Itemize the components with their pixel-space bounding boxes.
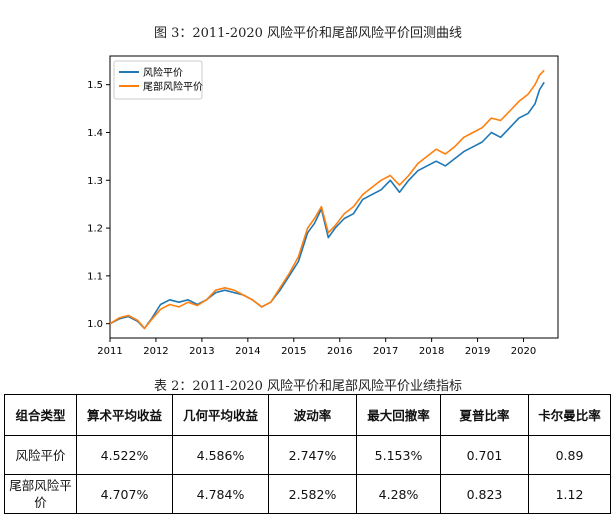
header-cell: 最大回撤率 <box>356 394 441 436</box>
table-cell: 2.747% <box>268 435 357 475</box>
table-title: 表 2：2011-2020 风险平价和尾部风险平价业绩指标 <box>153 379 463 394</box>
chart-svg: 1.01.11.21.31.41.5 2011 2012 2013 2014 2015 2… <box>87 55 559 357</box>
table-cell: 4.28% <box>356 474 441 514</box>
x-tick-label: 2020 <box>511 346 536 357</box>
line-chart: 1.0 1.1 1.2 1.3 1.4 1.5 2011 2012 2013 2014 2015 2… <box>70 48 570 366</box>
table-cell: 2.582% <box>268 474 357 514</box>
header-cell: 几何平均收益 <box>172 394 269 436</box>
x-tick-label: 2015 <box>281 346 306 357</box>
y-tick-label: 1.3 <box>87 176 103 187</box>
table-row: 尾部风险平价 4.707% 4.784% 2.582% 4.28% 0.823 … <box>4 474 611 514</box>
table-header-row: 组合类型 算术平均收益 几何平均收益 波动率 最大回撤率 夏普比率 卡尔曼比率 <box>4 394 611 436</box>
table-cell: 4.707% <box>76 474 173 514</box>
header-cell: 组合类型 <box>4 394 77 436</box>
x-tick-label: 2018 <box>419 346 444 357</box>
legend-label: 尾部风险平价 <box>143 80 203 93</box>
x-tick-label: 2017 <box>373 346 398 357</box>
table-cell: 1.12 <box>528 474 611 514</box>
header-cell: 算术平均收益 <box>76 394 173 436</box>
legend-label: 风险平价 <box>143 66 183 79</box>
x-tick-label: 2019 <box>465 346 490 357</box>
figure-title: 图 3：2011-2020 风险平价和尾部风险平价回测曲线 <box>153 26 463 41</box>
x-tick-label: 2012 <box>143 346 168 357</box>
table-cell: 0.701 <box>440 435 529 475</box>
header-cell: 夏普比率 <box>440 394 529 436</box>
y-tick-label: 1.5 <box>87 80 103 91</box>
metrics-table: 组合类型 算术平均收益 几何平均收益 波动率 最大回撤率 夏普比率 卡尔曼比率 … <box>4 394 611 514</box>
x-tick-label: 2011 <box>97 346 122 357</box>
x-tick-label: 2014 <box>235 346 260 357</box>
header-cell: 卡尔曼比率 <box>528 394 611 436</box>
table-cell: 0.823 <box>440 474 529 514</box>
table-cell: 4.784% <box>172 474 269 514</box>
x-tick-label: 2013 <box>189 346 214 357</box>
table-cell: 5.153% <box>356 435 441 475</box>
y-axis: 1.0 1.1 1.2 1.3 1.4 1.5 <box>87 80 110 330</box>
header-cell: 波动率 <box>268 394 357 436</box>
series-line-1 <box>109 69 545 330</box>
table-row: 风险平价 4.522% 4.586% 2.747% 5.153% 0.701 0… <box>4 435 611 475</box>
legend-box <box>113 60 203 100</box>
y-tick-label: 1.4 <box>87 128 103 139</box>
table-cell: 4.522% <box>76 435 173 475</box>
table-cell: 0.89 <box>528 435 611 475</box>
series-group <box>109 69 545 330</box>
x-tick-label: 2016 <box>327 346 352 357</box>
series-line-0 <box>109 81 545 330</box>
row-label: 尾部风险平价 <box>4 474 77 514</box>
table-cell: 4.586% <box>172 435 269 475</box>
y-tick-label: 1.2 <box>87 224 103 235</box>
row-label: 风险平价 <box>4 435 77 475</box>
y-tick-label: 1.1 <box>87 271 103 282</box>
y-tick-label: 1.0 <box>87 319 103 330</box>
plot-area <box>109 55 559 339</box>
x-axis: 2011 2012 2013 2014 2015 2016 2017 2018 2019 2020 <box>97 338 536 357</box>
